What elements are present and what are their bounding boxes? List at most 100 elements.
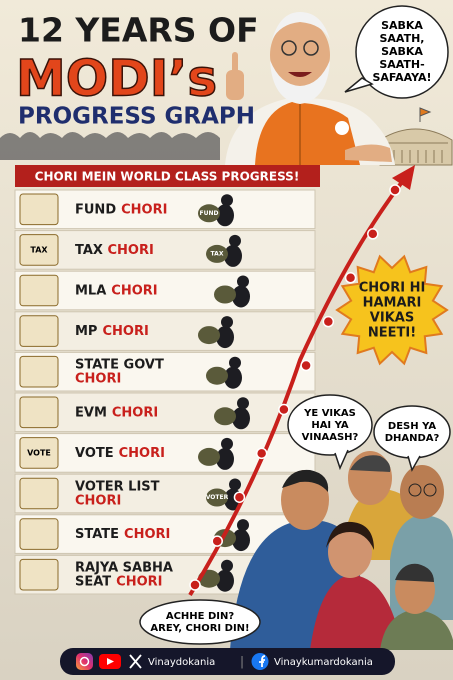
loot-bag (214, 407, 236, 426)
text-line: SABKA (381, 45, 423, 58)
loot-bag (198, 447, 220, 466)
banner (15, 165, 320, 187)
text-line: ACHHE DIN? (166, 611, 235, 622)
label-text: STATE (75, 527, 119, 542)
row-icon (19, 315, 59, 347)
crowd-silhouette (0, 132, 220, 160)
thief-body (232, 407, 250, 430)
speech-tail (344, 77, 374, 93)
leader-figure (225, 12, 395, 165)
starburst (335, 254, 449, 366)
prop-text: TAX (211, 250, 224, 257)
text-line: YE VIKAS (303, 408, 356, 419)
arrow-dot (344, 272, 357, 284)
label-text: MP (75, 324, 97, 339)
speech-bubble (355, 5, 449, 99)
text-line: CHORI HI (359, 280, 426, 295)
footer-bar (60, 648, 395, 675)
speech-bubble (139, 599, 261, 645)
label-chori: CHORI (112, 405, 158, 420)
row-label: TAX CHORI (75, 242, 154, 257)
text-line: AREY, CHORI DIN! (150, 623, 249, 634)
row-background (14, 392, 316, 433)
row-background (14, 351, 316, 392)
row-icon (19, 234, 59, 266)
arrow-dot (278, 403, 290, 416)
label-chori: CHORI (102, 324, 148, 339)
loot-bag (206, 244, 228, 263)
row-label: MLA CHORI (75, 283, 158, 298)
text-line: HAI YA (311, 420, 349, 431)
loot-bag (206, 366, 228, 385)
thief-head (237, 397, 249, 410)
arrow-dot (255, 447, 268, 460)
thief-body (216, 569, 234, 592)
title-line: PROGRESS GRAPH (18, 104, 255, 130)
label-chori: CHORI (75, 493, 121, 508)
label-text: RAJYA SABHA (75, 560, 173, 575)
footer-handle[interactable]: Vinaykumardokania (274, 657, 373, 668)
row-label: RAJYA SABHA SEAT CHORI (75, 560, 173, 589)
thief-head (229, 234, 241, 247)
row-icon (19, 518, 59, 550)
row-icon (19, 558, 59, 591)
thief-head (221, 559, 233, 572)
title-line: 12 YEARS OF (18, 11, 259, 50)
row-icon (19, 477, 59, 510)
row-background (14, 473, 316, 514)
text-line: HAMARI (363, 295, 422, 310)
speech-tail (334, 449, 349, 471)
thief-head (221, 194, 233, 207)
thief-body (216, 447, 234, 470)
label-text: TAX (75, 242, 103, 257)
thief-body (224, 366, 242, 389)
text-line: NEETI! (368, 325, 416, 340)
row-label: EVM CHORI (75, 405, 158, 420)
label-text: SEAT (75, 574, 111, 589)
x-icon[interactable] (129, 654, 142, 669)
thief-body (216, 204, 234, 227)
label-chori: CHORI (119, 445, 165, 460)
row-label: FUND CHORI (75, 202, 167, 217)
label-text: STATE GOVT (75, 357, 164, 372)
row-label: VOTER LIST CHORI (75, 479, 160, 508)
row-label: VOTE CHORI (75, 445, 165, 460)
row-background (14, 270, 316, 311)
arrow-head (392, 165, 415, 190)
arrow-dot (211, 535, 223, 547)
thief-head (221, 316, 233, 329)
arrow-dots (189, 184, 401, 591)
text-line: DESH YA (388, 421, 436, 432)
speech-bubble (373, 405, 451, 459)
row-label: MP CHORI (75, 324, 149, 339)
banner-text: CHORI MEIN WORLD CLASS PROGRESS! (35, 170, 300, 184)
text-line: SAFAAYA! (372, 71, 431, 84)
thief-body (232, 285, 250, 308)
crowd-people (230, 451, 453, 650)
speech-text: DESH YA DHANDA? (385, 421, 440, 444)
footer-handle[interactable]: Vinaydokania (148, 657, 215, 668)
speech-text: YE VIKAS HAI YA VINAASH? (302, 408, 359, 443)
thief-head (221, 437, 233, 450)
title-line: MODI’s (16, 50, 217, 108)
label-text: FUND (75, 202, 116, 217)
loot-bag (198, 204, 220, 223)
speech-text: SABKA SAATH, SABKA SAATH-SAFAAYA! (372, 19, 431, 84)
arrow-dot (189, 579, 201, 591)
label-text: EVM (75, 405, 107, 420)
label-chori: CHORI (116, 574, 162, 589)
text-line: SABKA (381, 19, 423, 32)
instagram-icon[interactable] (76, 653, 93, 670)
speech-tail (407, 455, 421, 472)
thief-body (216, 326, 234, 349)
row-background (14, 189, 316, 230)
text-line: VINAASH? (302, 432, 359, 443)
label-chori: CHORI (124, 527, 170, 542)
thief-body (224, 244, 242, 267)
row-icon (19, 437, 59, 469)
text-line: DHANDA? (385, 433, 440, 444)
label-chori: CHORI (111, 283, 157, 298)
row-label: STATE GOVT CHORI (75, 357, 164, 386)
row-label: STATE CHORI (75, 527, 170, 542)
